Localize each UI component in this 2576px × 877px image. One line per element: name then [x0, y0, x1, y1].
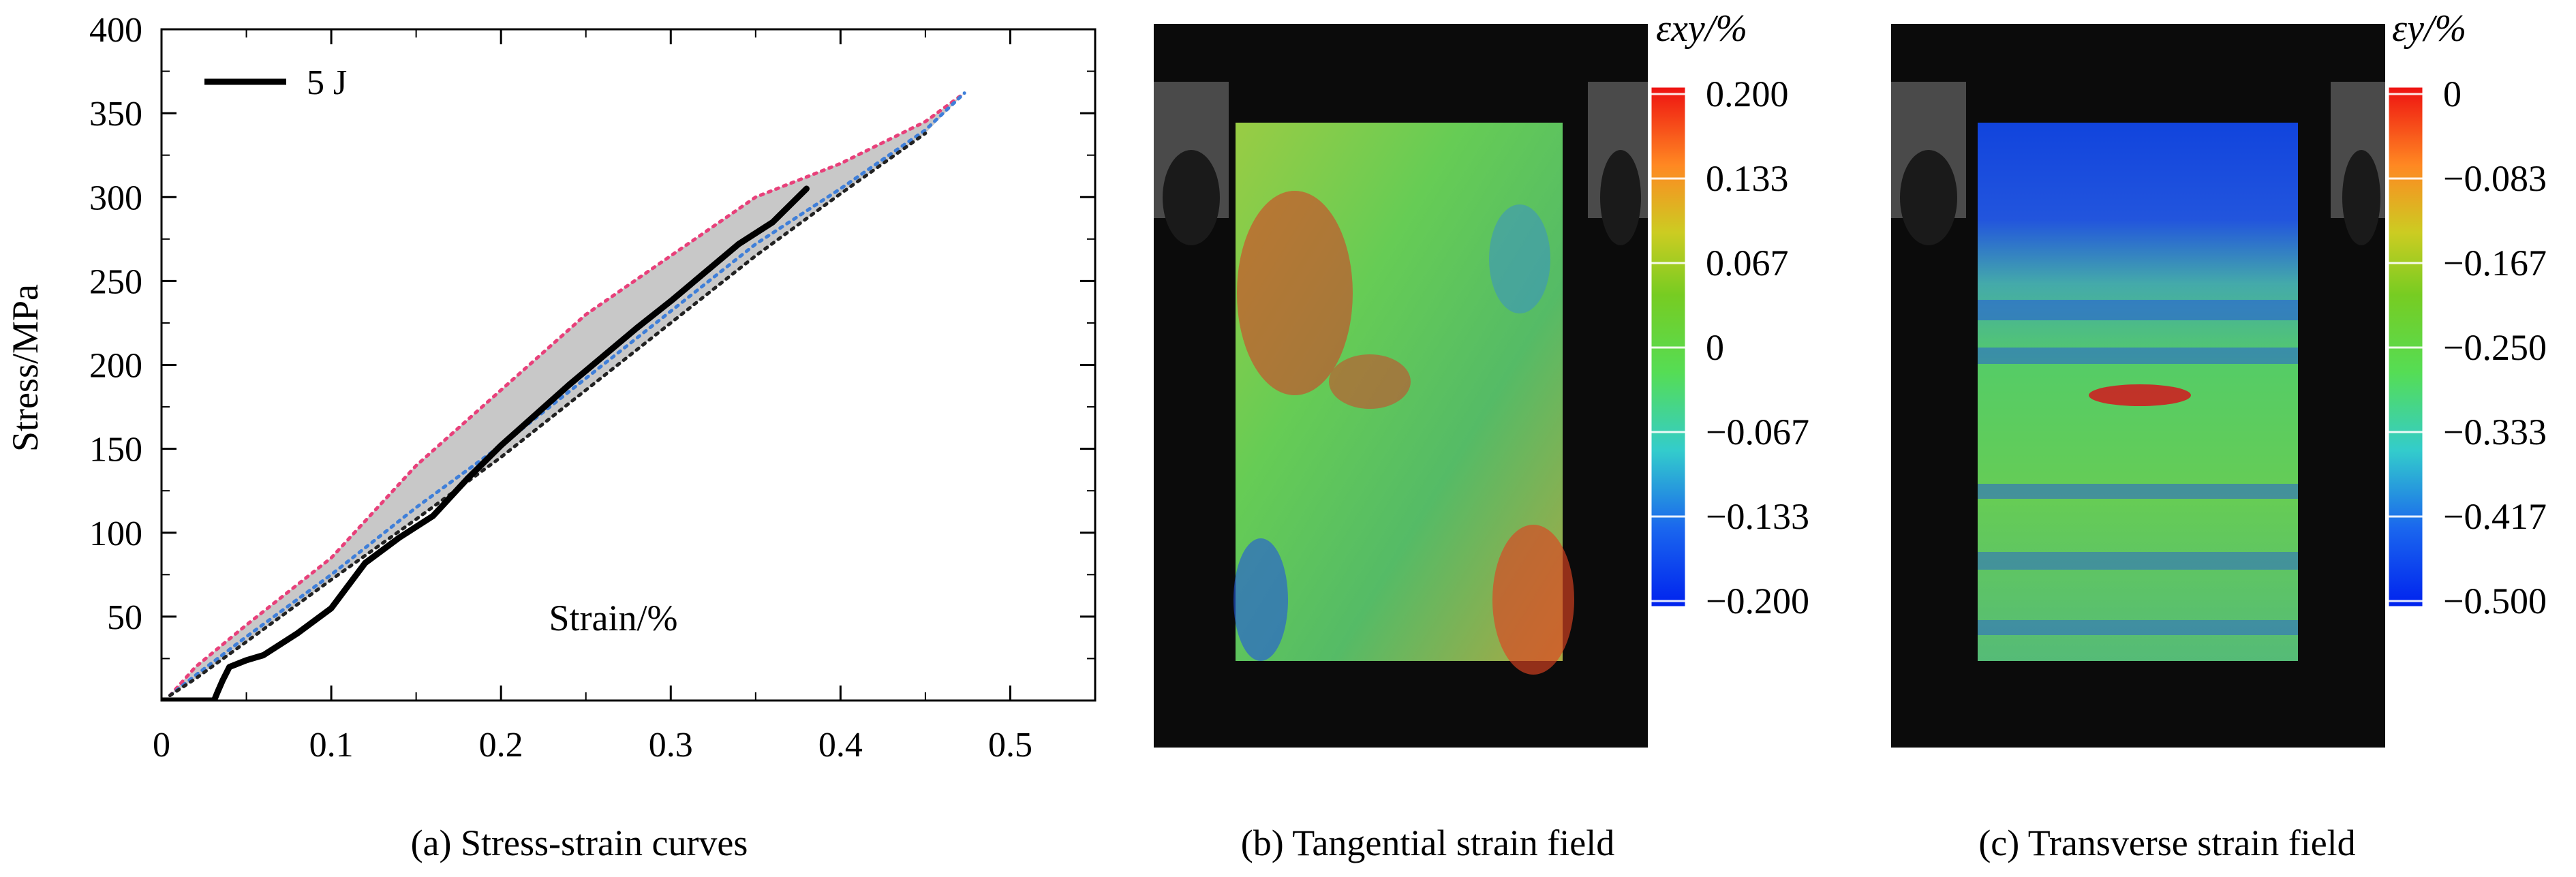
colorbar-tick-label: 0.200 — [1706, 74, 1789, 114]
x-tick-label: 0.2 — [479, 726, 523, 765]
blue-region-lower-left-b — [1233, 538, 1288, 661]
caption-a: (a) Stress-strain curves — [411, 822, 748, 863]
colorbar-tick-label: −0.417 — [2443, 496, 2547, 537]
colorbar-tick-label: −0.500 — [2443, 581, 2547, 621]
blue-band-4-c — [1978, 552, 2298, 570]
caption-b: (b) Tangential strain field — [1241, 822, 1615, 863]
legend: 5 J — [204, 63, 347, 102]
colorbar-tick-label: 0.133 — [1706, 158, 1789, 199]
y-tick-label: 150 — [89, 431, 142, 470]
colorbar-title-b: εxy/% — [1656, 7, 1747, 50]
y-tick-label: 50 — [107, 598, 142, 637]
series-line-envelope-1 — [168, 91, 966, 698]
y-tick-label: 350 — [89, 95, 142, 134]
colorbar-tick-label: −0.133 — [1706, 496, 1809, 537]
colorbar-b-ticks: 0.200 0.133 0.067 0 −0.067 −0.133 −0.200 — [1651, 74, 1809, 621]
legend-label-5j: 5 J — [307, 63, 347, 102]
y-tick-label: 100 — [89, 514, 142, 553]
y-tick-label: 400 — [89, 11, 142, 50]
y-tick-label: 250 — [89, 262, 142, 301]
panel-c-transverse-field: 0 −0.083 −0.167 −0.250 −0.333 −0.417 −0.500 εy… — [1891, 7, 2547, 863]
fixture-hole-right-b — [1600, 150, 1641, 245]
fixture-hole-left-c — [1900, 150, 1957, 245]
fixture-hole-left-b — [1163, 150, 1220, 245]
series-line-5j — [162, 185, 810, 701]
tangential-strain-field — [1233, 123, 1574, 675]
series-line-envelope-2 — [168, 91, 966, 698]
red-region-upper-left-b — [1237, 191, 1353, 395]
series-line-envelope-3 — [168, 132, 927, 698]
transverse-strain-field — [1978, 123, 2298, 661]
colorbar-tick-label: −0.083 — [2443, 158, 2547, 199]
y-tick-label: 200 — [89, 347, 142, 386]
colorbar-tick-label: −0.067 — [1706, 412, 1809, 452]
colorbar-tick-label: 0.067 — [1706, 243, 1789, 283]
x-tick-label: 0 — [153, 726, 170, 765]
red-region-mid-b — [1329, 354, 1411, 409]
blue-band-1-c — [1978, 300, 2298, 320]
fixture-hole-right-c — [2342, 150, 2380, 245]
panel-b-tangential-field: 0.200 0.133 0.067 0 −0.067 −0.133 −0.200 εxy/%… — [1154, 7, 1809, 863]
blue-region-upper-right-b — [1489, 204, 1550, 313]
x-tick-label: 0.5 — [988, 726, 1032, 765]
x-tick-label: 0.3 — [649, 726, 693, 765]
colorbar-c-ticks: 0 −0.083 −0.167 −0.250 −0.333 −0.417 −0.500 — [2389, 74, 2547, 621]
blue-band-5-c — [1978, 620, 2298, 635]
colorbar-tick-label: −0.200 — [1706, 581, 1809, 621]
stress-strain-chart: 0 0.1 0.2 0.3 0.4 0.550100150200250300350400 … — [5, 11, 1097, 765]
red-region-lower-right-b — [1492, 525, 1574, 675]
colorbar-tick-label: −0.250 — [2443, 327, 2547, 368]
colorbar-tick-label: 0 — [2443, 74, 2462, 114]
colorbar-tick-label: 0 — [1706, 327, 1724, 368]
y-tick-label: 300 — [89, 179, 142, 217]
blue-band-3-c — [1978, 484, 2298, 499]
x-tick-label: 0.1 — [309, 726, 354, 765]
colorbar-tick-label: −0.333 — [2443, 412, 2547, 452]
blue-band-2-c — [1978, 348, 2298, 364]
colorbar-title-c: εy/% — [2392, 7, 2466, 50]
panel-a-stress-strain: 0 0.1 0.2 0.3 0.4 0.550100150200250300350400 … — [5, 11, 1097, 863]
colorbar-tick-label: −0.167 — [2443, 243, 2547, 283]
y-axis-label: Stress/MPa — [5, 284, 46, 452]
x-tick-label: 0.4 — [818, 726, 863, 765]
red-region-c — [2089, 384, 2191, 406]
caption-c: (c) Transverse strain field — [1978, 822, 2355, 863]
x-axis-label: Strain/% — [549, 598, 678, 638]
